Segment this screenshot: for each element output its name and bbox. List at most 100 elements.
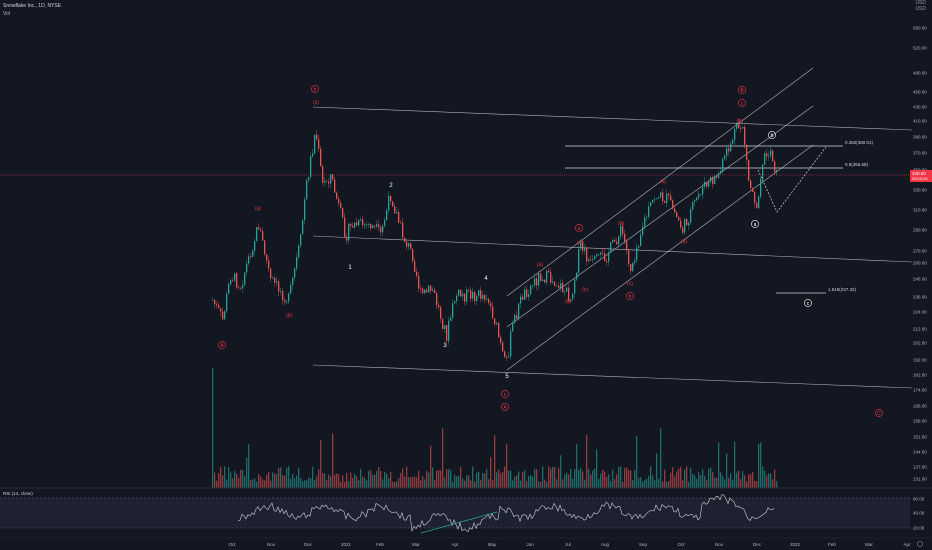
volume-bar xyxy=(536,469,538,488)
volume-bar xyxy=(308,477,310,488)
volume-bar xyxy=(260,476,262,488)
candle-body xyxy=(676,212,678,217)
candle-body xyxy=(324,180,326,183)
candle-body xyxy=(586,247,588,262)
gear-icon[interactable] xyxy=(917,541,923,547)
candle-body xyxy=(684,218,686,233)
candle-body xyxy=(254,241,256,251)
volume-bar xyxy=(402,467,404,488)
volume-bar xyxy=(382,479,384,488)
candle-body xyxy=(382,225,384,233)
volume-bar xyxy=(674,476,676,488)
volume-bar xyxy=(256,481,258,488)
candle-body xyxy=(486,298,488,300)
volume-bar xyxy=(212,368,214,488)
volume-bar xyxy=(440,470,442,488)
time-axis-label: 2021 xyxy=(341,542,352,547)
price-axis-label: 310.00 xyxy=(913,208,927,213)
volume-bar xyxy=(592,470,594,488)
volume-bar xyxy=(776,481,778,488)
volume-bar xyxy=(318,469,320,488)
candle-body xyxy=(302,220,304,235)
candle-body xyxy=(602,252,604,254)
candle-body xyxy=(686,218,688,226)
volume-bar xyxy=(736,472,738,488)
wave-c-circle-white xyxy=(804,299,812,307)
candle-body xyxy=(572,293,574,300)
volume-bar xyxy=(426,471,428,488)
price-axis[interactable]: 560.00 520.00 480.00 450.00 430.00 410.00 390.… xyxy=(913,26,927,482)
candle-body xyxy=(510,331,512,357)
candle-body xyxy=(320,148,322,167)
candle-body xyxy=(352,226,354,228)
candle-body xyxy=(504,351,506,358)
volume-bar xyxy=(630,470,632,488)
volume-bar xyxy=(570,468,572,488)
candle-body xyxy=(760,179,762,197)
volume-bar xyxy=(528,475,530,488)
candle-body xyxy=(712,176,714,184)
wave-c-paren-top: (c) xyxy=(313,100,319,106)
candle-body xyxy=(704,181,706,187)
candle-body xyxy=(634,260,636,263)
volume-bar xyxy=(486,468,488,488)
candle-body xyxy=(250,256,252,258)
volume-bar xyxy=(632,480,634,488)
candle-body xyxy=(538,273,540,286)
volume-bar xyxy=(650,466,652,488)
volume-bar xyxy=(314,479,316,488)
time-axis-label: Feb xyxy=(376,542,384,547)
candle-body xyxy=(670,195,672,201)
volume-bar xyxy=(472,466,474,488)
volume-bar xyxy=(214,472,216,488)
candle-body xyxy=(474,291,476,302)
price-axis-label: 390.00 xyxy=(913,135,927,140)
volume-bar xyxy=(428,472,430,488)
candle-body xyxy=(290,285,292,294)
volume-bar xyxy=(572,478,574,488)
volume-bar xyxy=(280,467,282,488)
volume-bar xyxy=(312,466,314,488)
candle-body xyxy=(662,192,664,202)
wave-A-circle-left-text: A xyxy=(220,343,224,349)
price-axis-label: 158.00 xyxy=(913,419,927,424)
candle-body xyxy=(648,206,650,217)
candle-body xyxy=(462,293,464,297)
volume-bar xyxy=(352,478,354,488)
volume-bar xyxy=(474,481,476,488)
volume-bar xyxy=(646,478,648,488)
candle-body xyxy=(610,242,612,253)
candle-body xyxy=(402,222,404,238)
candle-body xyxy=(590,259,592,261)
volume-bar xyxy=(234,471,236,488)
volume-bar xyxy=(240,469,242,488)
volume-bar xyxy=(576,444,578,488)
candle-body xyxy=(232,280,234,282)
candle-body xyxy=(278,281,280,292)
volume-bar xyxy=(270,480,272,488)
volume-bar xyxy=(670,472,672,488)
candlestick-series xyxy=(212,118,778,361)
candle-body xyxy=(440,307,442,319)
symbol-title[interactable]: Snowflake Inc., 1D, NYSE xyxy=(3,3,62,9)
volume-bar xyxy=(224,466,226,488)
candle-body xyxy=(314,134,316,154)
candle-body xyxy=(642,226,644,235)
candle-body xyxy=(454,301,456,304)
volume-bar xyxy=(252,479,254,488)
candle-body xyxy=(500,337,502,343)
candle-body xyxy=(628,250,630,264)
volume-bar xyxy=(660,428,662,488)
volume-bar xyxy=(504,466,506,488)
price-axis-label: 131.00 xyxy=(913,477,927,482)
volume-bar xyxy=(716,477,718,488)
volume-bar xyxy=(500,473,502,488)
volume-bar xyxy=(396,481,398,488)
volume-bar xyxy=(634,470,636,488)
volume-bar xyxy=(424,479,426,488)
volume-bar xyxy=(436,470,438,488)
volume-bar xyxy=(756,481,758,488)
candle-body xyxy=(574,279,576,294)
time-axis[interactable]: Oct Nov Dec 2021 Feb Mar Apr May Jun Jul Aug Sep Oct… xyxy=(228,542,911,547)
